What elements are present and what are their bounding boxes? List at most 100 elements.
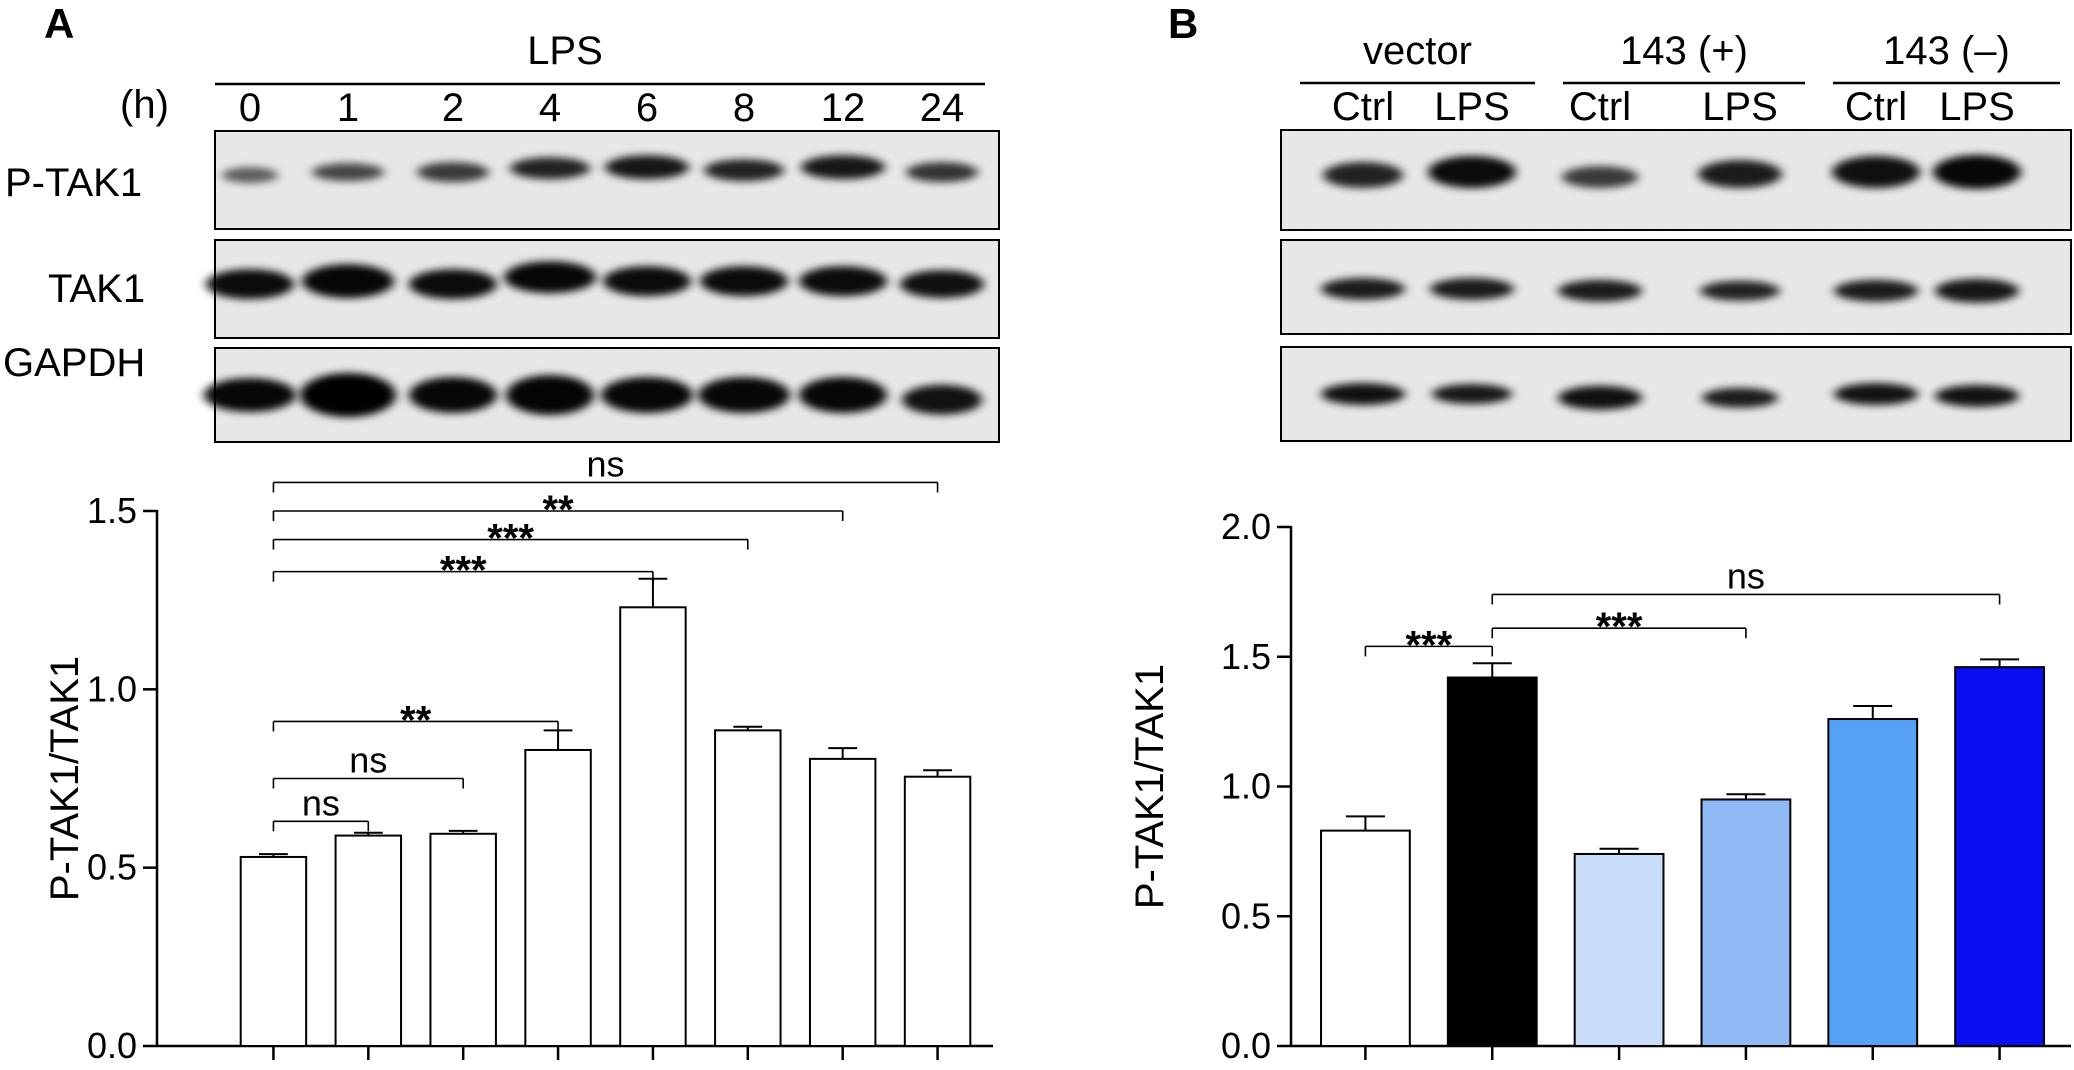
blot-tak1-band-5 — [700, 266, 788, 297]
blot-b-p-tak1-band-2 — [1562, 166, 1638, 188]
blot-tak1-band-7 — [900, 270, 984, 299]
y-tick-label-1: 0.5 — [1221, 895, 1271, 936]
blot-b-gapdh-band-2 — [1558, 385, 1642, 410]
bar-1 — [1446, 676, 1538, 1047]
blot-tak1-band-1 — [302, 264, 394, 299]
bar-4 — [619, 606, 687, 1047]
bar-1 — [334, 834, 403, 1047]
blot-label-tak1: TAK1 — [48, 267, 145, 311]
comparison-label-0: *** — [1405, 623, 1452, 667]
blot-tak1-band-4 — [603, 266, 691, 297]
blot-p-tak1-band-3 — [510, 157, 590, 180]
panel-a-letter: A — [44, 0, 74, 47]
comparison-label-1: *** — [1596, 605, 1643, 649]
blot-b-p-tak1-band-5 — [1933, 155, 2021, 189]
panel-a-blots — [204, 130, 1000, 443]
y-tick-label-1: 0.5 — [87, 847, 137, 888]
blot-gapdh-band-5 — [698, 377, 790, 413]
group-label-1: 143 (+) — [1620, 29, 1748, 73]
y-tick-label-0: 0.0 — [87, 1025, 137, 1066]
lane-labels: Ctrl LPS Ctrl LPS Ctrl LPS — [1332, 85, 2015, 129]
comparison-label-2: ns — [1727, 555, 1765, 596]
y-tick-label-4: 2.0 — [1221, 506, 1271, 547]
comparison-label-0: ns — [302, 782, 340, 823]
y-axis-label: P-TAK1/TAK1 — [1128, 664, 1172, 909]
blot-b-tak1-band-0 — [1321, 277, 1405, 300]
chart-b: 0.0 0.5 1.0 1.5 2.0 P-TAK1/TAK1 *** *** ns — [1128, 506, 2071, 1066]
blot-p-tak1-band-6 — [801, 155, 885, 180]
time-label-4: 6 — [636, 86, 658, 130]
blot-b-tak1-band-4 — [1834, 279, 1918, 302]
group-label-0: vector — [1363, 29, 1472, 73]
comparison-label-2: ** — [400, 698, 432, 742]
time-label-0: 0 — [239, 86, 261, 130]
blot-b-gapdh-band-5 — [1935, 384, 2019, 407]
lane-label-0: Ctrl — [1332, 85, 1394, 129]
bar-2 — [1573, 852, 1665, 1047]
lps-header-label: LPS — [527, 29, 603, 73]
time-label-1: 1 — [337, 86, 359, 130]
bar-6 — [808, 757, 877, 1048]
blot-tak1-band-0 — [206, 269, 294, 300]
blot-b-gapdh-band-1 — [1432, 384, 1512, 404]
comparison-label-3: *** — [440, 549, 487, 593]
panel-b-letter: B — [1168, 0, 1198, 47]
comparison-label-6: ns — [586, 443, 624, 484]
y-tick-label-3: 1.5 — [87, 490, 137, 531]
lane-label-4: Ctrl — [1845, 85, 1907, 129]
blot-b-p-tak1-band-1 — [1428, 156, 1516, 188]
blot-b-tak1 — [1280, 239, 2072, 335]
time-unit-label: (h) — [120, 83, 169, 127]
blot-p-tak1-band-2 — [417, 162, 489, 183]
blot-gapdh-band-0 — [204, 378, 296, 412]
time-labels: 0 1 2 4 6 8 12 24 — [239, 86, 964, 130]
blot-gapdh-band-2 — [409, 377, 497, 413]
blot-b-gapdh-band-4 — [1834, 383, 1918, 405]
blot-gapdh-band-7 — [902, 384, 982, 415]
y-tick-label-0: 0.0 — [1221, 1025, 1271, 1066]
blot-p-tak1-band-0 — [222, 167, 278, 184]
blot-b-tak1-band-2 — [1558, 279, 1642, 302]
blot-b-p-tak1 — [1280, 129, 2072, 231]
time-label-3: 4 — [539, 86, 561, 130]
bar-3 — [1700, 798, 1792, 1047]
bar-5 — [1954, 666, 2045, 1047]
time-label-5: 8 — [733, 86, 755, 130]
bar-3 — [524, 748, 592, 1047]
blot-gapdh — [204, 347, 1000, 443]
blot-b-gapdh-band-3 — [1702, 387, 1778, 408]
blot-b-p-tak1-band-3 — [1698, 160, 1782, 188]
lane-label-1: LPS — [1434, 85, 1510, 129]
blot-b-tak1-band-1 — [1430, 277, 1514, 300]
lane-label-5: LPS — [1939, 85, 2015, 129]
bar-2 — [429, 832, 497, 1047]
blot-b-tak1-band-5 — [1935, 278, 2019, 303]
panel-b-blots — [1280, 129, 2072, 442]
blot-p-tak1-band-1 — [312, 163, 384, 182]
y-tick-label-2: 1.0 — [87, 668, 137, 709]
blot-p-tak1-band-5 — [704, 159, 784, 182]
blot-tak1 — [206, 239, 1000, 339]
blot-label-gapdh: GAPDH — [3, 341, 145, 385]
blot-gapdh-band-3 — [506, 375, 594, 415]
bar-0 — [239, 855, 308, 1048]
blot-b-tak1-band-3 — [1700, 280, 1780, 301]
blot-p-tak1 — [214, 130, 1000, 230]
blot-gapdh-band-1 — [300, 373, 396, 417]
bar-5 — [714, 729, 782, 1047]
time-label-6: 12 — [821, 86, 866, 130]
blot-b-gapdh-band-0 — [1321, 383, 1405, 405]
lane-label-2: Ctrl — [1569, 85, 1631, 129]
y-tick-label-2: 1.0 — [1221, 766, 1271, 807]
time-label-7: 24 — [920, 86, 965, 130]
blot-tak1-band-3 — [504, 261, 596, 294]
bar-4 — [1827, 718, 1919, 1048]
comparison-label-4: *** — [487, 517, 534, 561]
blot-b-p-tak1-band-4 — [1832, 156, 1920, 188]
blot-p-tak1-band-4 — [605, 155, 689, 180]
y-axis-label: P-TAK1/TAK1 — [43, 656, 87, 901]
group-label-2: 143 (–) — [1883, 29, 2010, 73]
y-tick-label-3: 1.5 — [1221, 636, 1271, 677]
blot-gapdh-band-6 — [799, 377, 887, 413]
